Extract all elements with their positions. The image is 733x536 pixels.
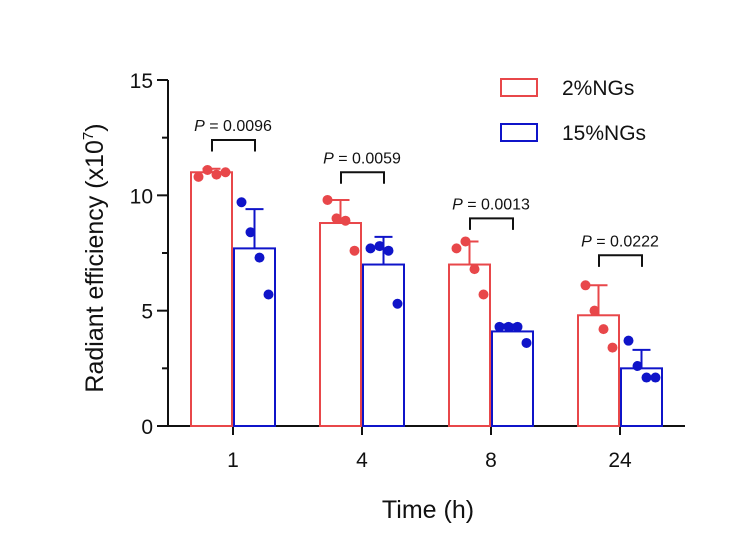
p-value-label: P = 0.0059 [323,150,401,167]
data-point [589,305,600,316]
data-points [193,164,661,383]
bar [233,247,276,427]
data-point [245,227,256,238]
data-point [220,167,231,178]
x-tick-label: 4 [356,449,368,472]
legend-label: 15%NGs [562,122,646,145]
data-point [365,243,376,254]
bars [190,167,663,428]
p-value-text: = 0.0059 [334,150,401,167]
p-value-symbol: P [452,196,463,213]
data-point [202,164,213,175]
p-value-text: = 0.0013 [463,196,530,213]
data-point [236,197,247,208]
y-tick-label: 10 [130,185,153,208]
bar [190,171,233,427]
y-axis-title-exponent: 7 [80,132,97,140]
y-tick-label: 15 [130,70,153,93]
data-point [374,241,385,252]
data-point [650,372,661,383]
data-point [349,245,360,256]
significance-bracket [598,254,643,267]
p-value-symbol: P [581,233,592,250]
significance-bracket [340,171,385,184]
data-point [340,215,351,226]
data-point [598,324,609,335]
data-point [322,194,333,205]
p-value-symbol: P [323,150,334,167]
bar [362,263,405,427]
p-value-text: = 0.0222 [592,233,659,250]
data-point [211,169,222,180]
legend-swatch [500,123,538,142]
y-axis-title-close: ) [81,123,109,131]
data-point [607,342,618,353]
data-point [512,321,523,332]
data-point [632,361,643,372]
data-point [623,335,634,346]
data-point [383,245,394,256]
significance-bracket [211,138,256,152]
data-point [494,321,505,332]
p-value-text: = 0.0096 [205,118,272,135]
bar [577,314,620,427]
p-value-label: P = 0.0222 [581,233,659,250]
data-point [254,252,265,263]
data-point [641,372,652,383]
y-axis-title: Radiant efficiency (x107) [80,123,109,392]
data-point [193,171,204,182]
p-value-label: P = 0.0096 [194,118,272,135]
p-value-symbol: P [194,118,205,135]
x-tick-label: 24 [608,449,632,472]
bar [319,222,362,427]
legend-swatch [500,78,538,97]
data-point [331,213,342,224]
data-point [460,236,471,247]
p-value-label: P = 0.0013 [452,196,530,213]
data-point [503,321,514,332]
x-axis-title: Time (h) [382,496,474,524]
data-point [469,264,480,275]
data-point [451,243,462,254]
legend: 2%NGs 15%NGs [500,77,646,145]
significance-bracket [469,217,514,230]
x-tick-label: 1 [227,449,239,472]
bar [448,263,491,427]
data-point [580,280,591,291]
data-point [263,289,274,300]
y-tick-label: 5 [141,301,153,324]
y-tick-label: 0 [141,416,153,439]
data-point [521,337,532,348]
data-point [478,289,489,300]
data-point [392,298,403,309]
x-tick-label: 8 [485,449,497,472]
legend-label: 2%NGs [562,77,634,100]
y-axis-title-base: Radiant efficiency (x10 [81,140,109,392]
